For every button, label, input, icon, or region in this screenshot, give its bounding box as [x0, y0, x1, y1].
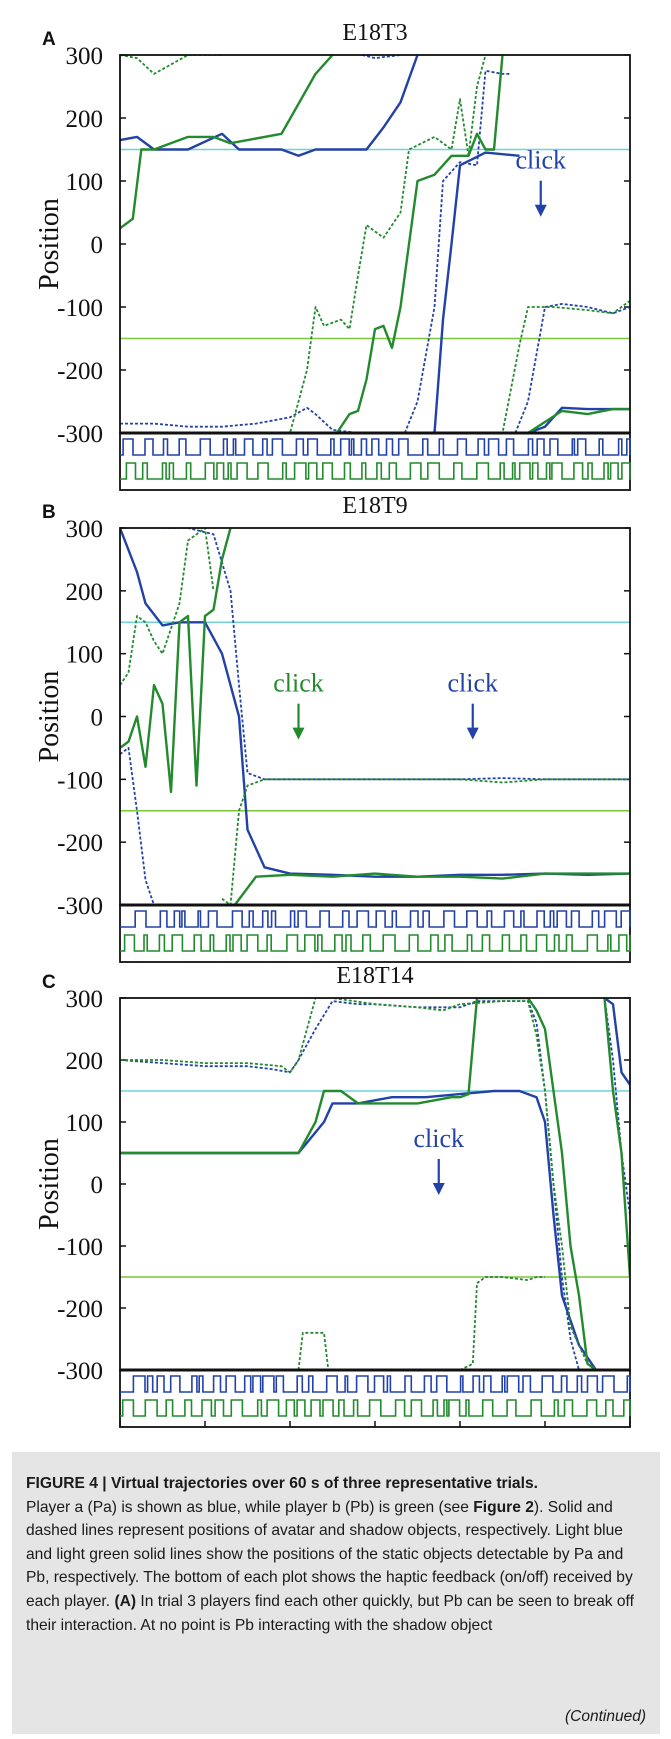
y-tick-label: 0 [91, 232, 104, 259]
caption-text: FIGURE 4 | Virtual trajectories over 60 … [26, 1472, 646, 1637]
haptic-strip-frame [119, 432, 631, 491]
shadow-trace [459, 1276, 545, 1370]
y-tick-label: -300 [57, 1358, 103, 1385]
y-tick-label: 300 [66, 43, 104, 70]
panel-letter: A [42, 29, 56, 50]
x-tick-label: 20 [278, 1436, 303, 1440]
click-annotation-label: click [273, 669, 324, 698]
click-annotation-arrowhead [432, 1183, 445, 1195]
panel-title: E18T3 [342, 20, 407, 46]
haptic-trace-pa [120, 910, 631, 928]
y-tick-label: -200 [57, 830, 103, 857]
plot-frame [119, 54, 631, 434]
y-tick-label: -100 [57, 767, 103, 794]
haptic-trace-pa [120, 438, 631, 456]
y-axis-label: Position [34, 671, 65, 763]
y-tick-label: 200 [66, 106, 104, 133]
x-tick-label: 0 [114, 1436, 127, 1440]
panel-c: C E18T14 Position 300 200 100 0 -100 -200 -300 cli… [34, 963, 631, 1428]
shadow-trace [297, 1331, 330, 1370]
y-axis-label: Position [34, 1138, 65, 1230]
caption-continued: (Continued) [565, 1708, 646, 1725]
plot-area [120, 55, 630, 433]
x-tick-label: 50 [533, 1436, 558, 1440]
y-tick-label: -100 [57, 295, 103, 322]
caption-body-3: In trial 3 players find each other quick… [26, 1592, 634, 1634]
plot-frame [119, 527, 631, 906]
avatar-trace [120, 528, 630, 905]
y-tick-label: -100 [57, 1234, 103, 1261]
y-tick-label: 100 [66, 1110, 104, 1137]
caption-panel-ref: (A) [114, 1592, 137, 1610]
haptic-feedback [120, 1375, 631, 1417]
haptic-trace-pa [120, 1375, 631, 1393]
y-tick-label: -300 [57, 893, 103, 920]
haptic-trace-pb [120, 462, 631, 480]
y-tick-label: 100 [66, 169, 104, 196]
shadow-trace [120, 528, 630, 905]
click-annotation-label: click [515, 146, 566, 175]
y-axis-label: Position [34, 198, 65, 290]
shadow-trace [120, 998, 630, 1370]
shadow-trace [120, 528, 630, 905]
x-tick-label: 10 [193, 1436, 218, 1440]
y-tick-label: 300 [66, 986, 104, 1013]
avatar-trace [120, 528, 630, 878]
y-tick-label: -200 [57, 1296, 103, 1323]
shadow-trace [120, 998, 630, 1370]
avatar-trace [120, 998, 630, 1370]
y-tick-label: 300 [66, 516, 104, 543]
caption-body-2: ). Solid and dashed lines represent posi… [26, 1498, 633, 1610]
haptic-feedback [120, 910, 631, 952]
haptic-trace-pb [120, 934, 631, 952]
avatar-trace [120, 55, 630, 433]
y-tick-label: 100 [66, 642, 104, 669]
caption-heading: FIGURE 4 | Virtual trajectories over 60 … [26, 1475, 538, 1492]
y-tick-label: 0 [91, 705, 104, 732]
figure: A E18T3 Position 300 200 100 0 -100 -200 -300 clic… [34, 20, 643, 1440]
panel-title: E18T14 [336, 963, 413, 989]
y-tick-label: 0 [91, 1172, 104, 1199]
figure-svg: A E18T3Position3002001000-100-200-300clic… [34, 20, 643, 1440]
caption-figure-ref: Figure 2 [473, 1498, 534, 1516]
haptic-feedback [120, 438, 631, 480]
click-annotation-arrowhead [466, 727, 479, 740]
avatar-trace [120, 55, 630, 433]
click-annotation-arrowhead [292, 727, 305, 740]
caption-body-1: Player a (Pa) is shown as blue, while pl… [26, 1498, 474, 1516]
y-tick-label: 200 [66, 579, 104, 606]
haptic-trace-pb [120, 1399, 631, 1417]
panel-letter: C [42, 972, 56, 993]
y-tick-label: 200 [66, 1048, 104, 1075]
x-tick-label: 40 [448, 1436, 473, 1440]
panel-title: E18T9 [342, 493, 407, 519]
click-annotation-label: click [413, 1124, 464, 1153]
shadow-trace [120, 55, 630, 433]
y-tick-label: -300 [57, 421, 103, 448]
panel-a: A E18T3 Position 300 200 100 0 -100 -200 -300 clic… [34, 20, 631, 491]
x-tick-label: 30 [363, 1436, 388, 1440]
click-annotation-label: click [447, 669, 498, 698]
plot-area [120, 998, 630, 1370]
panel-b: B E18T9 Position 300 200 100 0 -100 -200 -300 clic… [34, 493, 631, 963]
y-tick-label: -200 [57, 358, 103, 385]
click-annotation-arrowhead [534, 204, 547, 217]
shadow-trace [120, 55, 630, 433]
panel-letter: B [42, 502, 56, 523]
x-tick-label: 60 [618, 1436, 643, 1440]
plot-area [120, 528, 630, 905]
caption-box: FIGURE 4 | Virtual trajectories over 60 … [12, 1452, 660, 1734]
